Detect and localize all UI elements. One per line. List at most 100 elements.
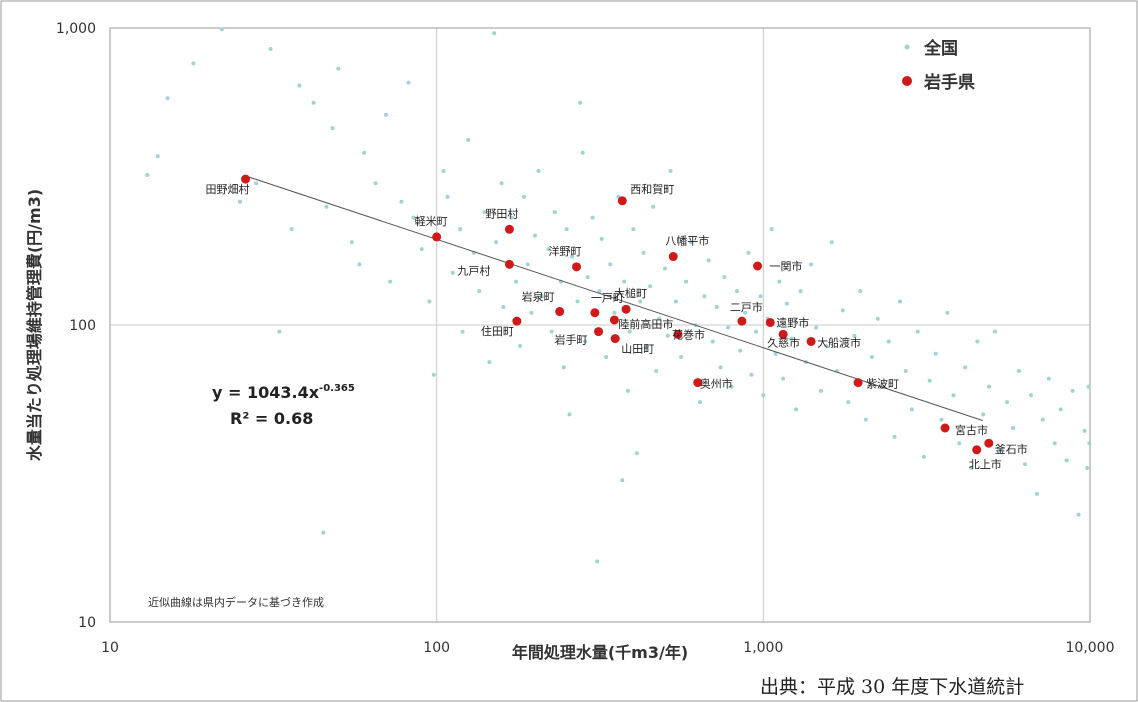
national-point [349,240,354,245]
national-point [702,294,707,299]
national-point [482,210,487,215]
national-point [975,339,980,344]
national-point [654,369,659,374]
national-point [993,329,998,334]
iwate-point [609,315,619,325]
national-point [165,96,170,101]
iwate-point-label: 二戸市 [730,300,763,314]
national-point [714,304,719,309]
trendline-note: 近似曲線は県内データに基づき作成 [148,595,324,609]
iwate-point [590,308,600,318]
x-tick-labels: 10 100 1,000 10,000 [101,640,1114,656]
national-point [789,336,794,341]
national-point [477,289,482,294]
national-point [525,262,530,267]
national-point [758,294,763,299]
iwate-point-label: 岩手町 [555,333,588,347]
national-point [1022,462,1027,467]
national-point [1076,512,1081,517]
national-point [641,250,646,255]
national-point [892,434,897,439]
iwate-point [572,262,582,272]
x-tick-label: 10,000 [1066,640,1115,656]
iwate-point [617,196,627,206]
national-point [627,329,632,334]
x-tick-label: 10 [101,640,119,656]
national-point [829,240,834,245]
iwate-point-label: 西和賀町 [630,183,674,196]
national-point [631,227,636,232]
national-point [585,275,590,280]
national-point [734,289,739,294]
national-point [321,530,326,535]
national-point [969,466,974,471]
national-point [1070,388,1075,393]
national-point [297,83,302,88]
national-point [981,412,986,417]
iwate-point [737,316,747,326]
national-point [777,279,782,284]
national-point [754,329,759,334]
iwate-point-label: 一関市 [770,259,803,273]
national-point [963,365,968,370]
iwate-point [668,252,678,262]
national-point [638,299,643,304]
national-point [546,247,551,252]
national-point [561,365,566,370]
legend-iwate-marker [902,76,912,86]
national-point [773,351,778,356]
iwate-point-label: 八幡平市 [665,234,709,248]
national-point [710,339,715,344]
national-point [431,372,436,377]
national-point [357,262,362,267]
national-point [706,258,711,263]
national-point [1004,400,1009,405]
iwate-point-label: 軽米町 [415,215,448,228]
national-point [590,215,595,220]
iwate-point [984,438,994,448]
national-point [781,376,786,381]
national-point [684,279,689,284]
national-point [915,329,920,334]
national-point [494,240,499,245]
national-point [514,279,519,284]
national-point [679,355,684,360]
iwate-point [806,336,816,346]
national-point [1085,466,1090,471]
national-point [580,150,585,155]
iwate-point-label: 陸前高田市 [618,317,673,331]
iwate-point-label: 紫波町 [866,378,899,391]
national-point [809,262,814,267]
national-point [388,279,393,284]
x-tick-label: 1,000 [743,640,783,656]
national-point [746,250,751,255]
y-tick-label: 1,000 [56,21,96,37]
iwate-point-label: 一戸町 [591,292,624,305]
national-point [673,299,678,304]
equation-exponent: -0.365 [319,383,355,394]
national-point [933,351,938,356]
national-point [597,289,602,294]
national-point [1016,369,1021,374]
national-point [501,304,506,309]
national-point [761,393,766,398]
iwate-point-label: 久慈市 [767,335,800,349]
national-point [536,169,541,174]
national-point [1064,458,1069,463]
national-point [406,80,411,85]
national-point [863,417,868,422]
iwate-point-label: 山田町 [621,343,654,356]
y-axis-title: 水量当たり処理場維持管理費(円/m3) [25,189,44,461]
national-point [897,299,902,304]
national-point [644,343,649,348]
national-point [608,262,613,267]
national-point [951,393,956,398]
national-point [875,316,880,321]
national-point [487,360,492,365]
national-point [1086,384,1091,389]
source-note: 出典：平成 30 年度下水道統計 [760,676,1025,698]
national-point [450,270,455,275]
national-point [909,407,914,412]
plot-area [109,27,1091,623]
